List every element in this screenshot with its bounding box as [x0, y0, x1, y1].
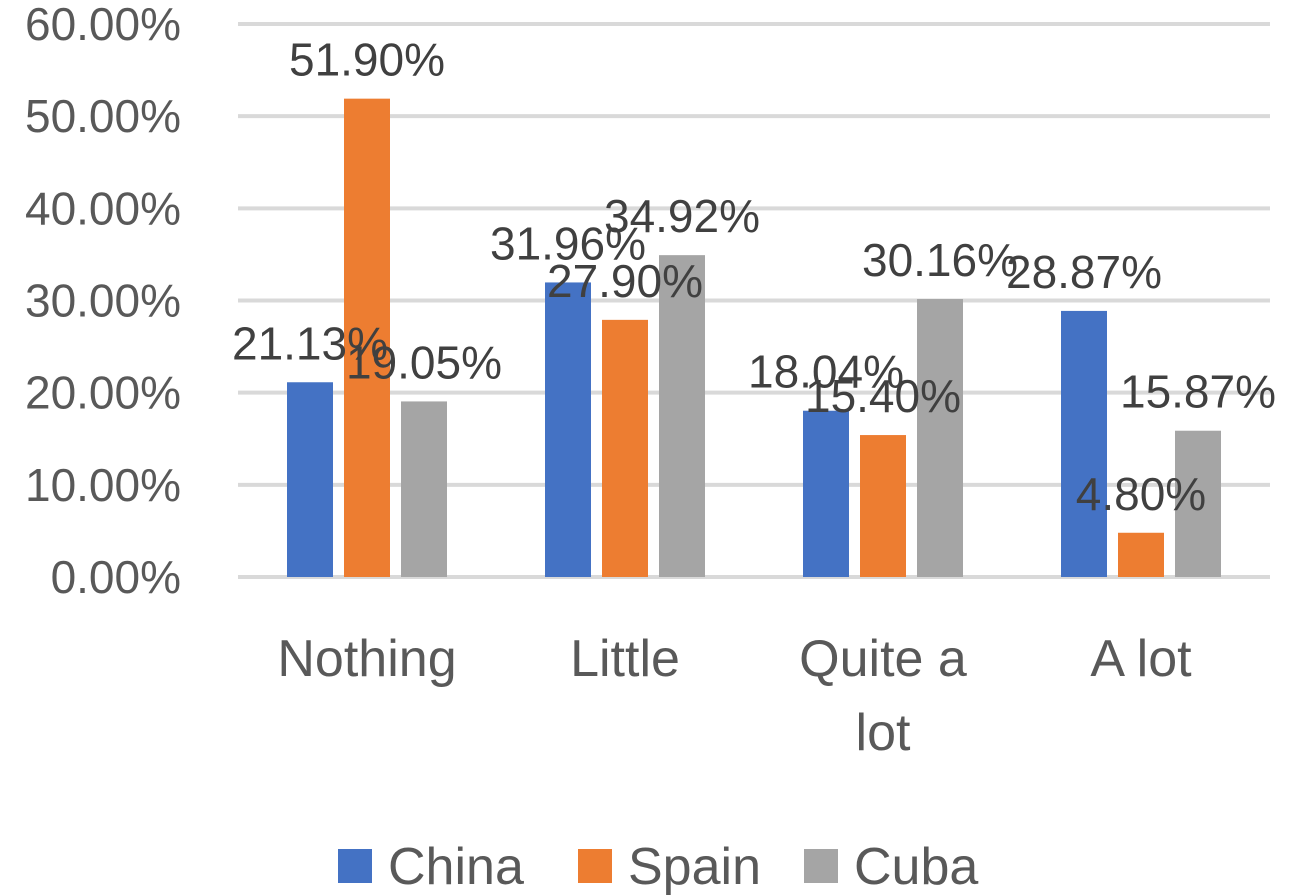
data-label: 30.16% — [862, 234, 1018, 286]
bar — [287, 382, 333, 577]
data-label: 31.96% — [490, 217, 646, 269]
legend-swatch — [338, 849, 372, 883]
data-label: 4.80% — [1076, 468, 1206, 520]
legend-label: China — [388, 838, 524, 896]
data-label: 27.90% — [547, 255, 703, 307]
bar — [803, 410, 849, 577]
bar — [1175, 430, 1221, 577]
data-label: 51.90% — [289, 34, 445, 86]
bar — [860, 435, 906, 577]
data-labels: 21.13% 31.96% 18.04% 28.87% 51.90% 27.90% 15.4… — [232, 34, 1276, 520]
x-axis: Nothing Little Quite a lot A lot — [277, 630, 1192, 762]
data-label: 15.40% — [805, 370, 961, 422]
x-tick-label: Little — [570, 630, 680, 688]
bar — [659, 255, 705, 578]
bars — [287, 98, 1221, 578]
bar — [1118, 532, 1164, 577]
bar — [344, 98, 390, 577]
data-label: 28.87% — [1006, 246, 1162, 298]
y-tick-label: 60.00% — [25, 0, 181, 50]
data-label: 21.13% — [232, 317, 388, 369]
data-label: 15.87% — [1120, 366, 1276, 418]
bar — [545, 282, 591, 577]
bar — [602, 319, 648, 577]
y-axis: 0.00% 10.00% 20.00% 30.00% 40.00% 50.00% 60.00… — [25, 0, 181, 603]
data-label: 34.92% — [604, 190, 760, 242]
legend: China Spain Cuba — [338, 838, 978, 896]
y-tick-label: 20.00% — [25, 367, 181, 419]
data-label: 18.04% — [748, 346, 904, 398]
bar — [401, 401, 447, 577]
bar — [917, 299, 963, 577]
x-tick-label: lot — [856, 704, 911, 762]
y-tick-label: 40.00% — [25, 182, 181, 234]
y-tick-label: 30.00% — [25, 275, 181, 327]
legend-swatch — [578, 849, 612, 883]
x-tick-label: Quite a — [799, 630, 967, 688]
y-tick-label: 10.00% — [25, 459, 181, 511]
x-tick-label: Nothing — [277, 630, 456, 688]
x-tick-label: A lot — [1090, 630, 1192, 688]
legend-label: Spain — [628, 838, 761, 896]
y-tick-label: 50.00% — [25, 90, 181, 142]
bar — [1061, 310, 1107, 577]
data-label: 19.05% — [346, 336, 502, 388]
y-tick-label: 0.00% — [51, 551, 181, 603]
legend-swatch — [804, 849, 838, 883]
legend-label: Cuba — [854, 838, 978, 896]
